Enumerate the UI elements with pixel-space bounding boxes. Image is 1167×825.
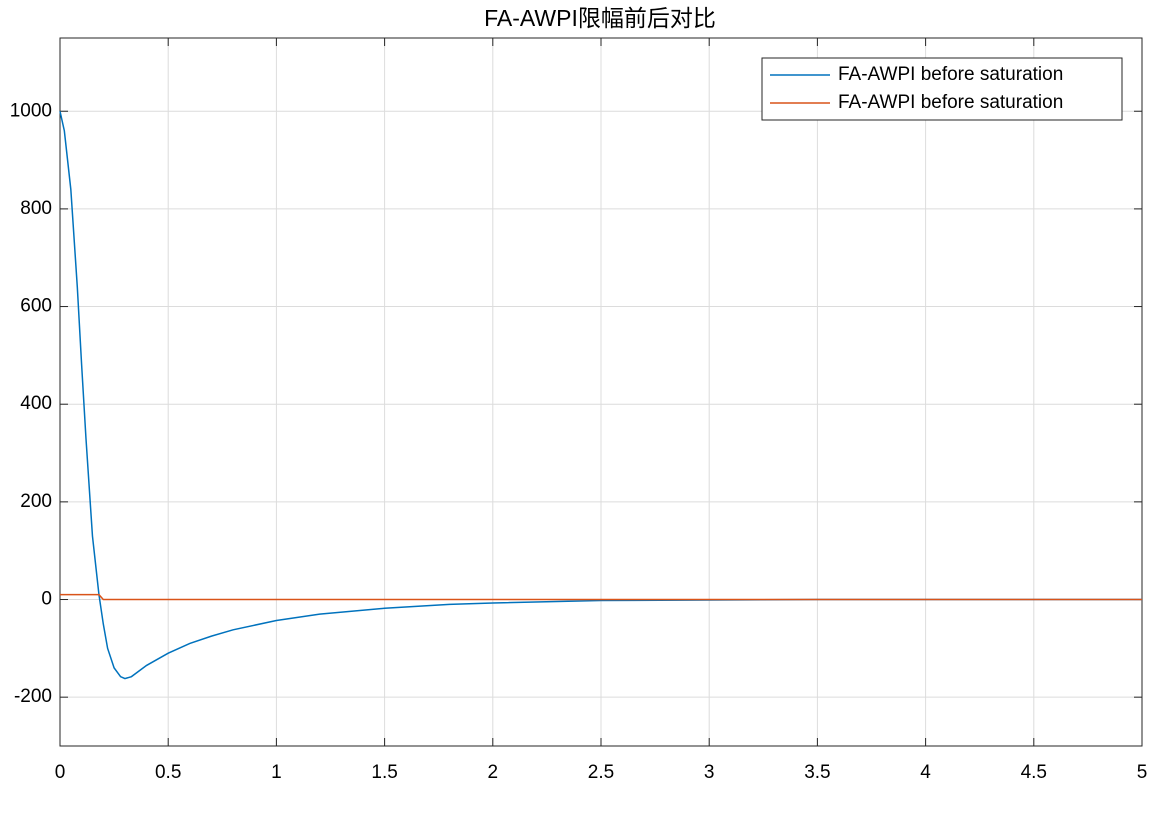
y-tick-label: 800 [20,198,52,219]
series-line [60,593,1142,601]
y-tick-label: 0 [41,589,52,610]
series-line [59,111,1142,680]
legend-label: FA-AWPI before saturation [838,64,1063,85]
y-tick-label: 1000 [10,100,52,121]
legend-label: FA-AWPI before saturation [838,92,1063,113]
x-tick-label: 2.5 [588,762,614,783]
y-tick-label: 600 [20,296,52,317]
chart-title: FA-AWPI限幅前后对比 [484,5,716,31]
y-tick-label: 400 [20,393,52,414]
x-tick-label: 5 [1137,762,1148,783]
legend-box [761,57,1123,121]
x-tick-label: 1.5 [371,762,397,783]
y-tick-label: 200 [20,491,52,512]
x-tick-label: 0.5 [155,762,181,783]
x-tick-label: 4.5 [1021,762,1047,783]
x-tick-label: 3 [704,762,715,783]
x-tick-label: 0 [55,762,66,783]
plot-frame [59,37,1143,747]
y-tick-label: -200 [14,686,52,707]
x-tick-label: 2 [488,762,499,783]
x-tick-label: 1 [271,762,282,783]
x-tick-label: 3.5 [804,762,830,783]
x-tick-label: 4 [920,762,931,783]
